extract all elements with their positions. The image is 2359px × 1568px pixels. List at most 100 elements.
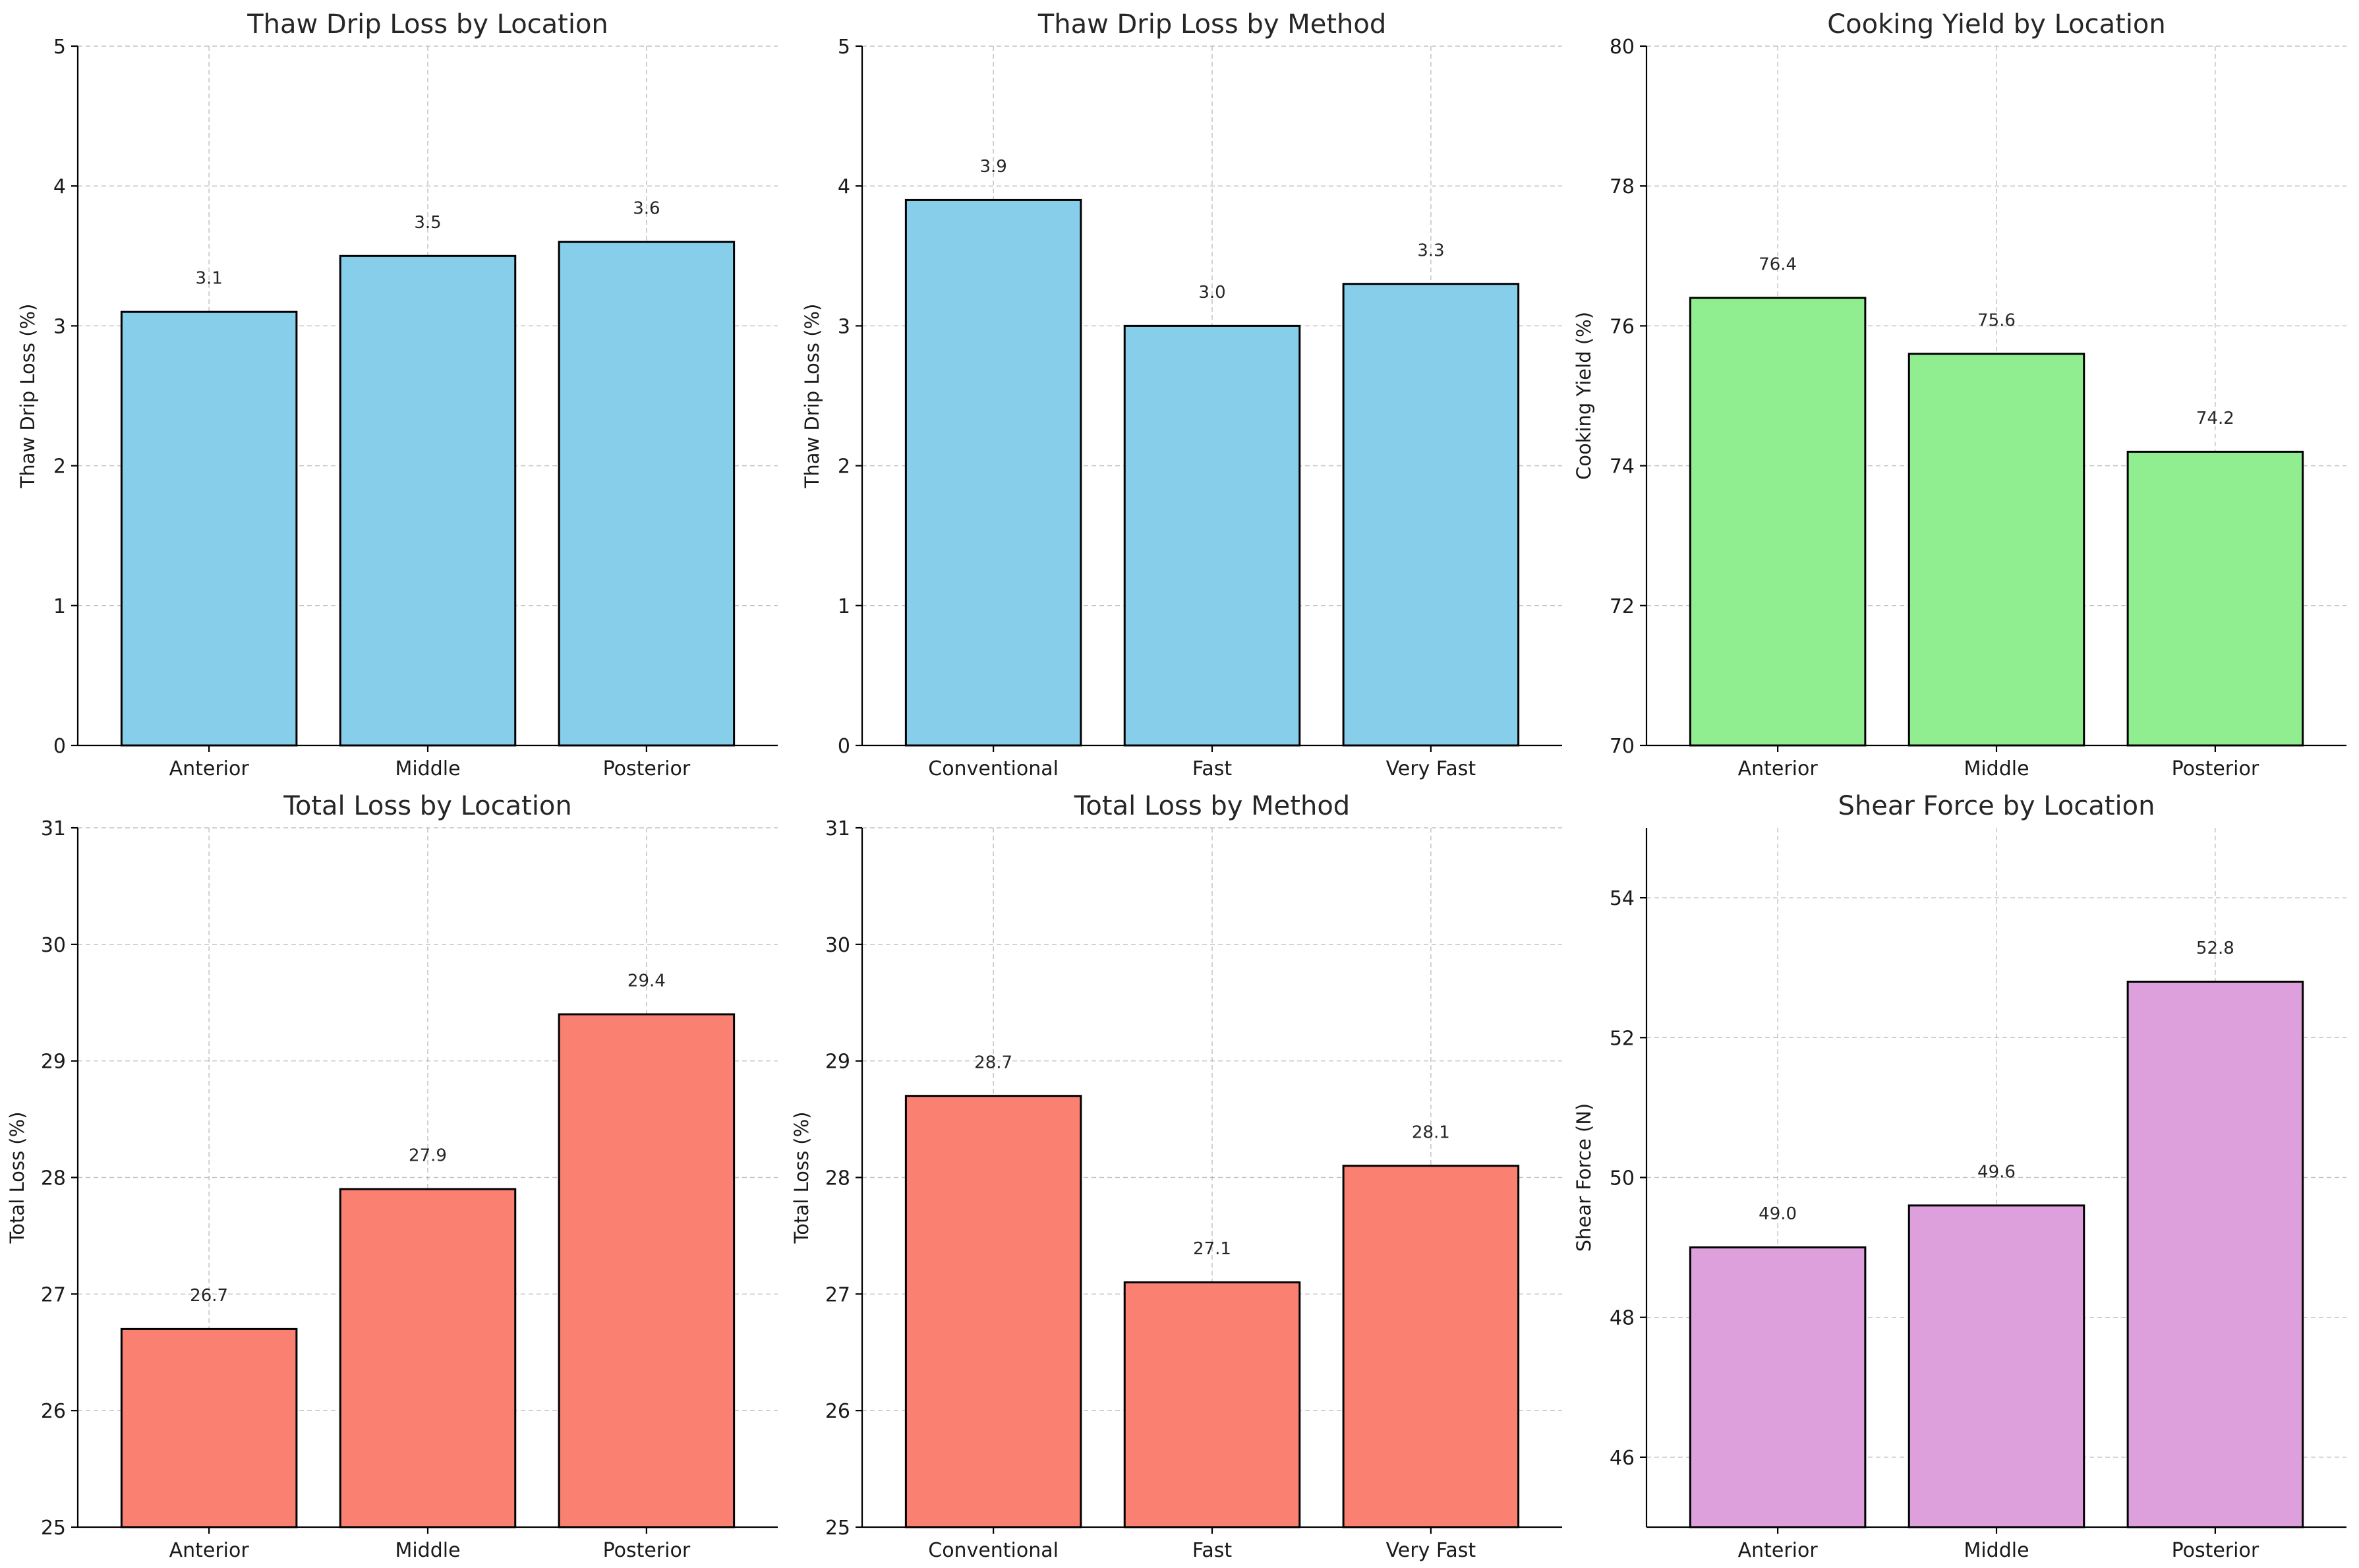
- chart-title: Total Loss by Location: [283, 791, 572, 821]
- y-tick-label: 76: [1610, 315, 1635, 338]
- x-tick-label: Anterior: [1738, 757, 1819, 780]
- y-tick-label: 52: [1610, 1027, 1635, 1050]
- y-tick-label: 1: [53, 595, 66, 618]
- y-tick-label: 3: [838, 315, 850, 338]
- y-tick-label: 4: [838, 175, 850, 198]
- x-tick-label: Posterior: [603, 1539, 691, 1562]
- bar-fast: [1123, 1281, 1301, 1528]
- bar-posterior: [558, 241, 736, 747]
- y-tick-label: 80: [1610, 36, 1635, 59]
- y-tick-label: 29: [41, 1051, 66, 1074]
- y-tick-label: 2: [53, 455, 66, 479]
- bar-anterior: [120, 1327, 298, 1528]
- x-tick-label: Middle: [395, 757, 460, 780]
- y-tick-label: 30: [41, 934, 66, 957]
- data-label: 3.1: [195, 269, 222, 289]
- data-label: 75.6: [1977, 310, 2016, 330]
- y-tick-label: 5: [53, 36, 66, 59]
- chart-panel-4: 25 26 27 28 29 30 31 26.7 Anterior 27.9 Middle 29.4…: [6, 791, 778, 1562]
- x-tick-label: Anterior: [169, 1539, 250, 1562]
- x-tick-label: Very Fast: [1386, 1539, 1476, 1562]
- x-tick-label: Posterior: [2172, 757, 2259, 780]
- x-tick-label: Middle: [1964, 1539, 2029, 1562]
- y-tick-label: 0: [838, 735, 850, 758]
- x-tick-label: Middle: [1964, 757, 2029, 780]
- y-tick-label: 25: [41, 1517, 66, 1540]
- x-tick-label: Posterior: [2172, 1539, 2259, 1562]
- data-label: 52.8: [2196, 939, 2234, 958]
- data-label: 49.0: [1759, 1204, 1797, 1224]
- x-tick-label: Posterior: [603, 757, 691, 780]
- chart-panel-2: 0 1 2 3 4 5 3.9 Conventional 3.0 Fast 3.3 Very Fast…: [801, 9, 1562, 780]
- data-label: 28.1: [1412, 1122, 1450, 1142]
- y-tick-label: 0: [53, 735, 66, 758]
- y-tick-label: 28: [825, 1167, 850, 1190]
- y-tick-label: 74: [1610, 455, 1635, 479]
- chart-panel-6: 46 48 50 52 54 49.0 Anterior 49.6 Middle 52.8 Post…: [1573, 791, 2346, 1562]
- data-label: 3.6: [633, 199, 660, 219]
- chart-panel-5: 25 26 27 28 29 30 31 28.7 Conventional 27.1 Fast 28…: [790, 791, 1562, 1562]
- data-label: 3.3: [1417, 241, 1444, 260]
- bar-fast: [1123, 324, 1301, 747]
- chart-title: Shear Force by Location: [1838, 791, 2155, 821]
- bar-very-fast: [1342, 1165, 1520, 1528]
- bar-conventional: [904, 198, 1082, 747]
- y-tick-label: 1: [838, 595, 850, 618]
- data-label: 29.4: [627, 971, 666, 991]
- y-axis-label: Cooking Yield (%): [1573, 312, 1595, 480]
- y-tick-label: 4: [53, 175, 66, 198]
- y-tick-label: 26: [825, 1400, 850, 1423]
- x-tick-label: Conventional: [928, 1539, 1059, 1562]
- x-tick-label: Fast: [1192, 757, 1233, 780]
- data-label: 76.4: [1759, 255, 1797, 275]
- y-tick-label: 50: [1610, 1167, 1635, 1190]
- data-label: 3.0: [1198, 283, 1225, 303]
- bar-middle: [1908, 1204, 2085, 1528]
- y-tick-label: 26: [41, 1400, 66, 1423]
- data-label: 49.6: [1977, 1163, 2016, 1182]
- data-label: 3.5: [414, 213, 441, 233]
- chart-title: Thaw Drip Loss by Location: [247, 9, 608, 40]
- y-tick-label: 5: [838, 36, 850, 59]
- x-tick-label: Middle: [395, 1539, 460, 1562]
- y-axis-label: Total Loss (%): [6, 1112, 28, 1244]
- x-tick-label: Very Fast: [1386, 757, 1476, 780]
- y-tick-label: 31: [41, 817, 66, 840]
- bar-posterior: [2126, 980, 2304, 1528]
- data-label: 28.7: [974, 1053, 1012, 1072]
- y-tick-label: 27: [825, 1283, 850, 1306]
- y-tick-label: 31: [825, 817, 850, 840]
- chart-title: Cooking Yield by Location: [1827, 9, 2166, 40]
- y-axis-label: Shear Force (N): [1573, 1103, 1595, 1252]
- bar-conventional: [904, 1095, 1082, 1528]
- y-tick-label: 27: [41, 1283, 66, 1306]
- y-tick-label: 29: [825, 1051, 850, 1074]
- bar-anterior: [1689, 1246, 1867, 1528]
- bar-very-fast: [1342, 283, 1520, 747]
- bar-middle: [339, 1188, 517, 1528]
- data-label: 27.1: [1193, 1239, 1231, 1259]
- y-tick-label: 48: [1610, 1307, 1635, 1330]
- x-tick-label: Fast: [1192, 1539, 1233, 1562]
- y-tick-label: 2: [838, 455, 850, 479]
- data-label: 74.2: [2196, 409, 2234, 428]
- y-tick-label: 70: [1610, 735, 1635, 758]
- x-tick-label: Conventional: [928, 757, 1059, 780]
- chart-panel-3: 70 72 74 76 78 80 76.4 Anterior 75.6 Middle 74.2 Po…: [1573, 9, 2346, 780]
- y-tick-label: 25: [825, 1517, 850, 1540]
- data-label: 26.7: [190, 1286, 228, 1306]
- y-axis-label: Thaw Drip Loss (%): [16, 304, 39, 489]
- y-tick-label: 78: [1610, 175, 1635, 198]
- data-label: 27.9: [409, 1146, 447, 1166]
- y-axis-label: Total Loss (%): [790, 1112, 813, 1244]
- chart-title: Total Loss by Method: [1074, 791, 1350, 821]
- bar-middle: [339, 254, 517, 747]
- y-tick-label: 46: [1610, 1447, 1635, 1470]
- y-tick-label: 28: [41, 1167, 66, 1190]
- x-tick-label: Anterior: [169, 757, 250, 780]
- bar-posterior: [558, 1013, 736, 1528]
- y-tick-label: 72: [1610, 595, 1635, 618]
- data-label: 3.9: [979, 157, 1006, 177]
- bar-middle: [1908, 353, 2085, 747]
